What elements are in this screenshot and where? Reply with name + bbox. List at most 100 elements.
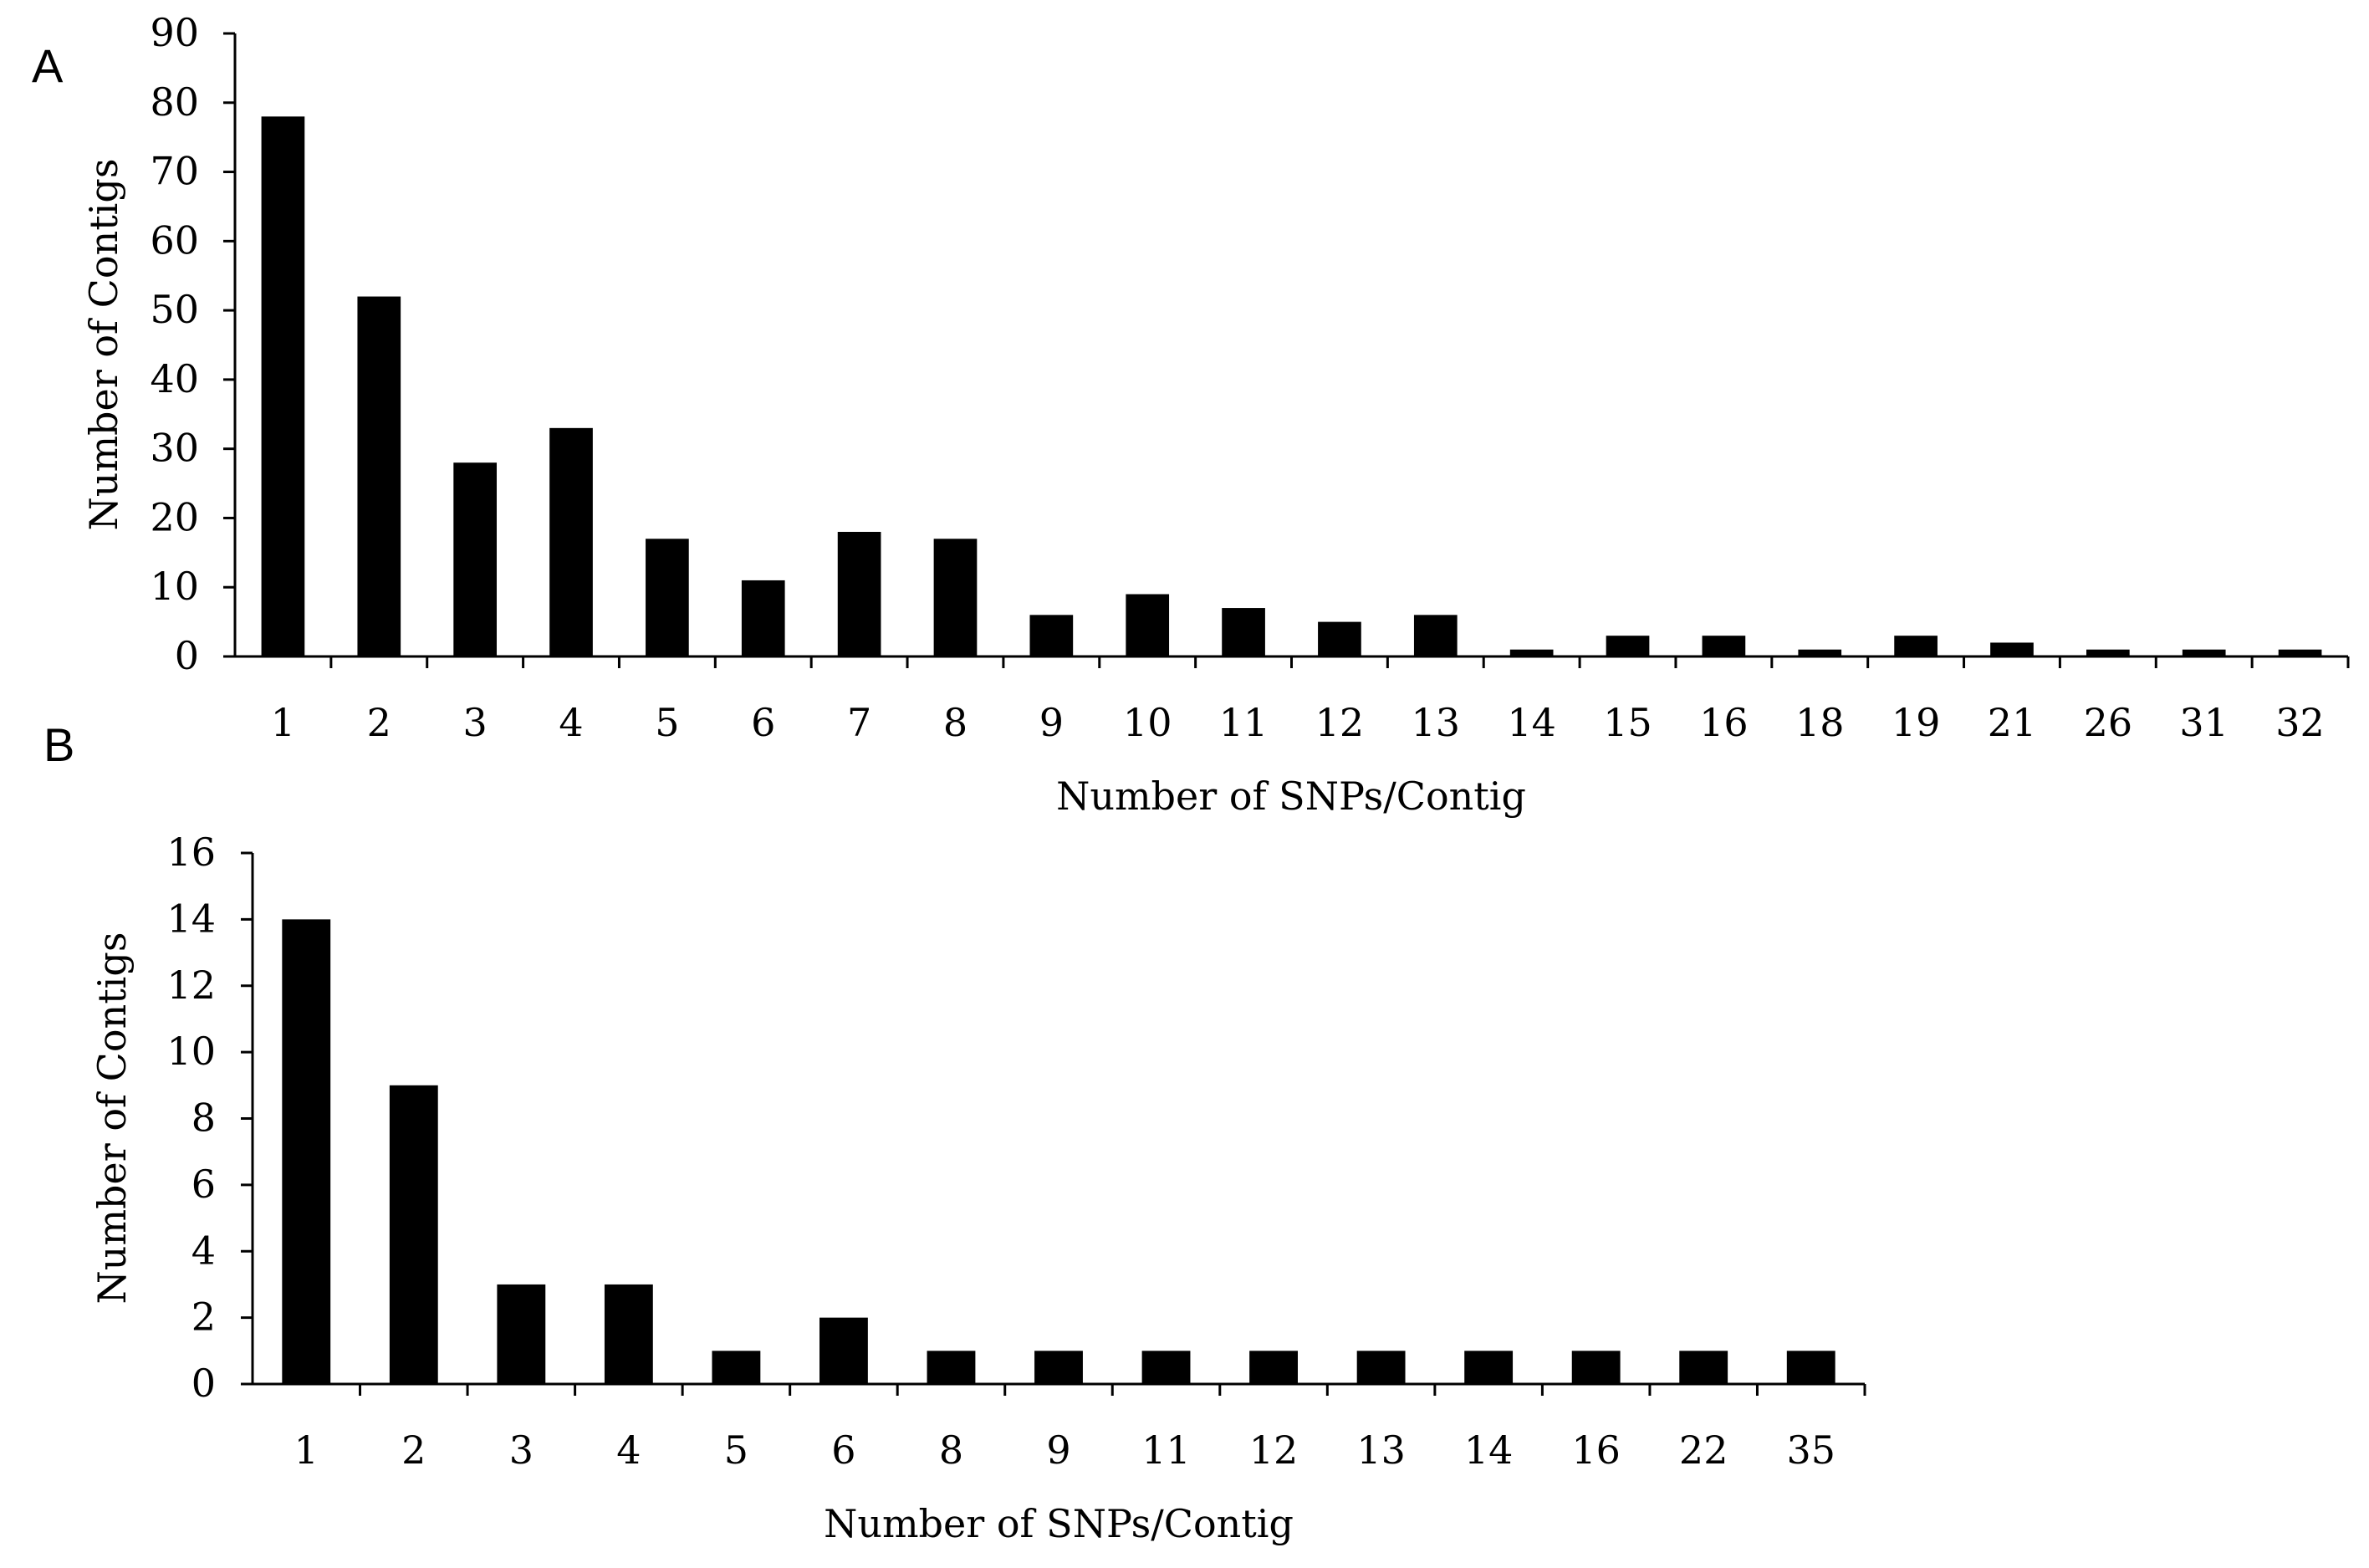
- bar-8: [933, 539, 978, 656]
- y-tick-label: 14: [166, 896, 216, 941]
- x-axis-title-a: Number of SNPs/Contig: [1056, 774, 1526, 819]
- panel-label-a: A: [32, 39, 64, 92]
- x-tick-label: 12: [1315, 700, 1365, 745]
- panel-label-b: B: [43, 718, 74, 771]
- bar-26: [2086, 649, 2130, 656]
- bar-21: [1990, 642, 2034, 656]
- bar-6: [819, 1317, 868, 1384]
- bar-5: [712, 1351, 761, 1384]
- y-tick-label: 16: [166, 830, 216, 875]
- bar-16: [1702, 636, 1746, 656]
- y-axis-title-b: Number of Contigs: [89, 932, 135, 1305]
- x-tick-label: 2: [401, 1428, 426, 1473]
- bar-6: [741, 580, 785, 656]
- y-ticks-a: 0 10 20 30 40 50 60 70 80 90: [150, 10, 235, 678]
- bar-9: [1034, 1351, 1083, 1384]
- x-tick-label: 6: [831, 1428, 855, 1473]
- x-tick-label: 11: [1219, 700, 1269, 745]
- x-tick-label: 7: [847, 700, 871, 745]
- y-axis-title-a: Number of Contigs: [81, 159, 126, 531]
- bar-1: [261, 116, 305, 657]
- bar-13: [1413, 615, 1458, 656]
- x-tick-label: 4: [616, 1428, 641, 1473]
- bar-13: [1356, 1351, 1406, 1384]
- bar-18: [1798, 649, 1842, 656]
- x-tick-label: 14: [1464, 1428, 1514, 1473]
- y-tick-label: 4: [191, 1228, 216, 1273]
- x-tick-label: 14: [1507, 700, 1556, 745]
- x-tick-label: 6: [751, 700, 775, 745]
- bar-3: [453, 462, 498, 656]
- x-tick-label: 3: [463, 700, 488, 745]
- bar-11: [1141, 1351, 1191, 1384]
- x-tick-label: 2: [367, 700, 391, 745]
- y-tick-label: 0: [191, 1361, 216, 1406]
- x-tick-label: 10: [1123, 700, 1172, 745]
- y-tick-label: 30: [150, 426, 199, 471]
- bar-19: [1894, 636, 1938, 656]
- y-tick-label: 50: [150, 287, 199, 332]
- x-tick-label: 21: [1988, 700, 2037, 745]
- y-tick-label: 8: [191, 1096, 216, 1141]
- x-tick-label: 9: [1046, 1428, 1070, 1473]
- bars-b: [282, 919, 1835, 1384]
- bar-12: [1249, 1351, 1298, 1384]
- bar-8: [927, 1351, 976, 1384]
- x-tick-label: 31: [2179, 700, 2229, 745]
- x-tick-label: 13: [1356, 1428, 1406, 1473]
- bar-5: [646, 539, 689, 656]
- x-tick-label: 32: [2275, 700, 2325, 745]
- x-tick-label: 5: [724, 1428, 748, 1473]
- bar-1: [282, 919, 331, 1384]
- bar-16: [1571, 1351, 1621, 1384]
- y-tick-label: 10: [166, 1029, 216, 1074]
- y-ticks-b: 0 2 4 6 8 10 12 14 16: [166, 830, 253, 1406]
- x-tick-labels-a: 1 2 3 4 5 6 7 8 9 10 11 12 13 14 15 16 18 19 21 26 31 32: [271, 700, 2325, 745]
- bar-35: [1786, 1351, 1835, 1384]
- y-tick-label: 20: [150, 494, 199, 539]
- x-tick-label: 4: [559, 700, 583, 745]
- x-tick-label: 9: [1039, 700, 1064, 745]
- x-tick-label: 12: [1249, 1428, 1299, 1473]
- y-tick-label: 40: [150, 356, 199, 401]
- bar-9: [1029, 615, 1074, 656]
- x-axis-title-b: Number of SNPs/Contig: [824, 1501, 1294, 1546]
- bar-31: [2182, 649, 2226, 656]
- bar-12: [1318, 621, 1361, 656]
- y-tick-label: 80: [150, 79, 199, 125]
- bar-10: [1126, 594, 1170, 656]
- bar-22: [1679, 1351, 1728, 1384]
- bar-32: [2278, 649, 2322, 656]
- x-tick-label: 8: [939, 1428, 963, 1473]
- bar-11: [1222, 608, 1265, 656]
- x-tick-label: 16: [1571, 1428, 1621, 1473]
- x-tick-label: 3: [509, 1428, 534, 1473]
- x-tick-label: 1: [294, 1428, 319, 1473]
- bars-a: [261, 116, 2322, 657]
- y-tick-label: 2: [191, 1295, 216, 1340]
- x-ticks-b: [359, 1384, 1866, 1396]
- x-tick-label: 35: [1786, 1428, 1835, 1473]
- x-tick-label: 26: [2084, 700, 2133, 745]
- bar-14: [1464, 1351, 1514, 1384]
- x-tick-label: 11: [1141, 1428, 1191, 1473]
- y-tick-label: 10: [150, 564, 199, 609]
- y-tick-label: 90: [150, 10, 199, 55]
- bar-3: [497, 1284, 546, 1384]
- bar-4: [549, 427, 593, 656]
- bar-14: [1509, 649, 1554, 656]
- x-tick-label: 5: [655, 700, 679, 745]
- bar-2: [357, 296, 401, 656]
- bar-15: [1606, 636, 1650, 656]
- y-tick-label: 0: [175, 633, 199, 678]
- y-tick-label: 6: [191, 1162, 216, 1207]
- x-tick-label: 13: [1412, 700, 1461, 745]
- y-tick-label: 12: [166, 963, 216, 1008]
- y-tick-label: 60: [150, 217, 199, 263]
- x-tick-label: 19: [1892, 700, 1941, 745]
- x-tick-labels-b: 1 2 3 4 5 6 8 9 11 12 13 14 16 22 35: [294, 1428, 1835, 1473]
- x-tick-label: 8: [943, 700, 968, 745]
